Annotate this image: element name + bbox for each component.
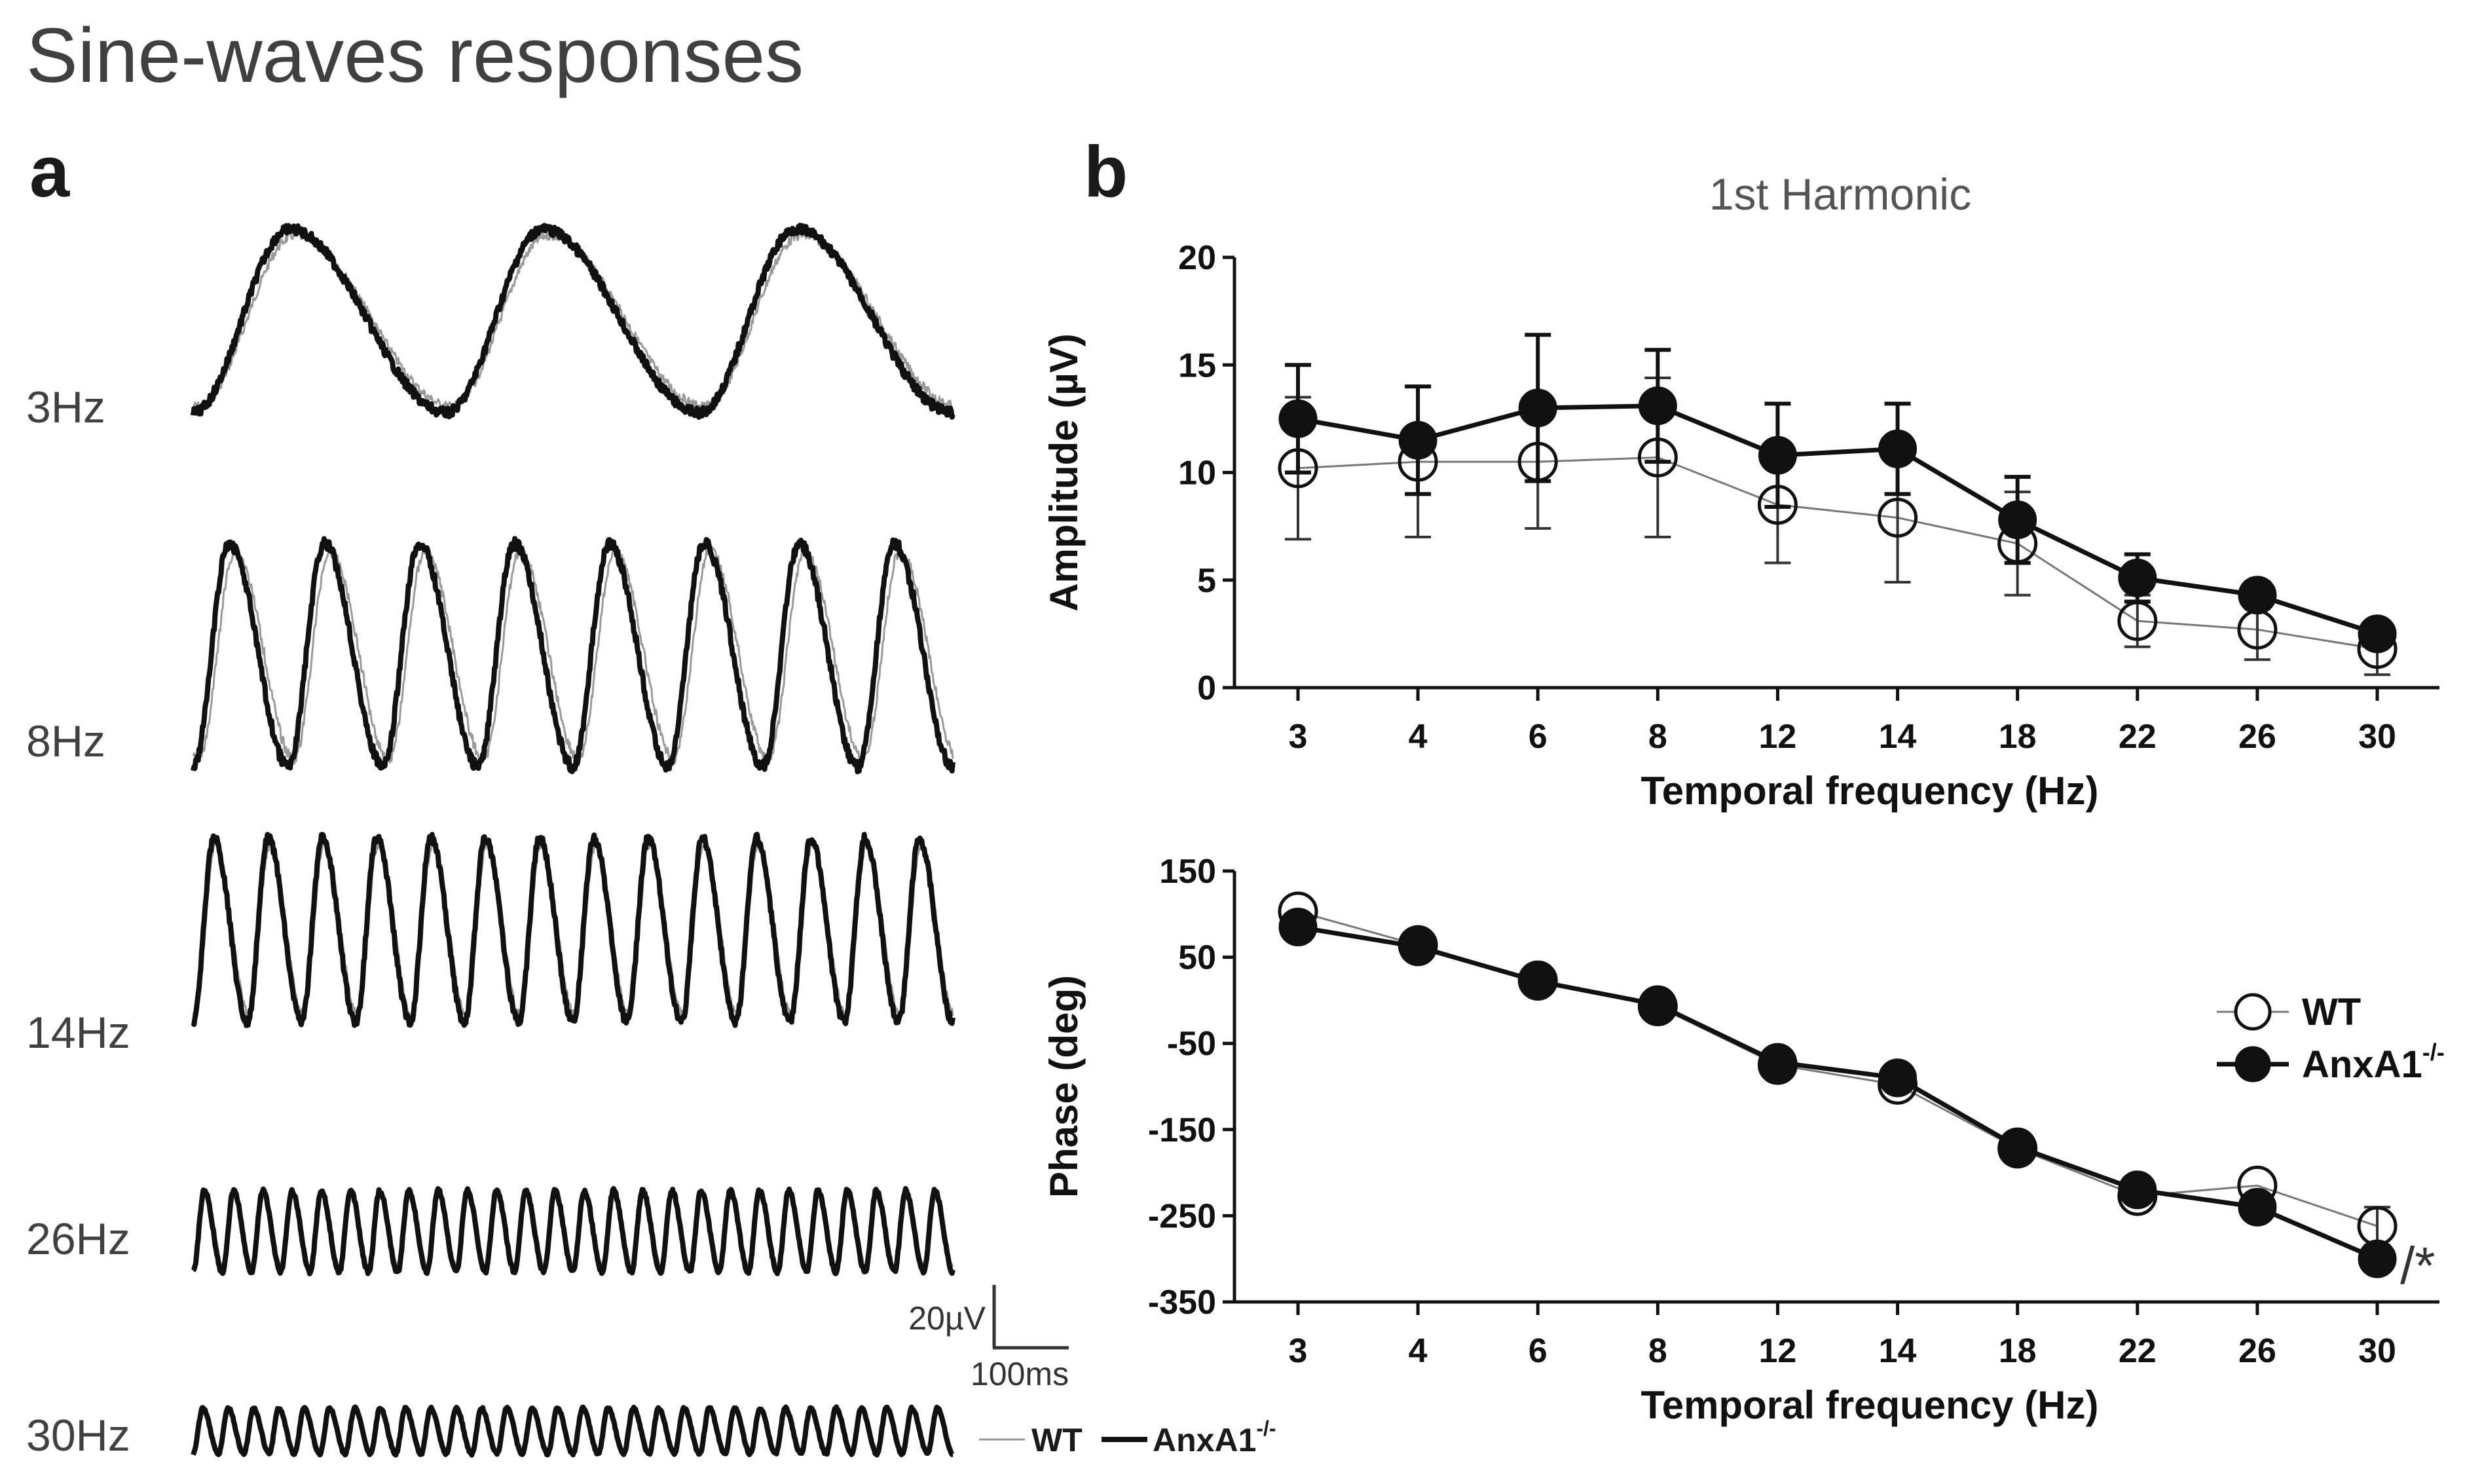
y-tick-label: 0 — [1197, 669, 1216, 707]
legend-ko-marker — [2234, 1046, 2271, 1083]
trace-label-3hz: 3Hz — [26, 382, 105, 432]
x-tick-label: 30 — [2358, 718, 2396, 756]
x-axis-label: Temporal frequency (Hz) — [1641, 769, 2099, 813]
data-point-ko — [2238, 576, 2277, 615]
x-tick-label: 8 — [1648, 718, 1667, 756]
figure-title: Sine-waves responses — [26, 12, 804, 99]
x-tick-label: 12 — [1759, 1332, 1797, 1370]
x-tick-label: 30 — [2358, 1332, 2396, 1370]
y-tick-label: -50 — [1167, 1025, 1216, 1063]
data-point-ko — [1878, 429, 1918, 468]
data-point-ko — [2118, 1170, 2157, 1210]
traces-legend: WT AnxA1-/- — [979, 1417, 1276, 1458]
x-tick-label: 26 — [2238, 718, 2276, 756]
trace-3hz-ko — [191, 223, 955, 420]
x-tick-label: 12 — [1759, 718, 1797, 756]
y-tick-label: 15 — [1178, 346, 1216, 384]
panel-b-subtitle: 1st Harmonic — [1709, 170, 1972, 219]
data-point-ko — [1878, 1058, 1918, 1098]
data-point-ko — [2358, 1239, 2397, 1278]
data-point-ko — [1758, 1043, 1797, 1082]
x-tick-label: 6 — [1529, 718, 1548, 756]
legend-ko-label: AnxA1-/- — [2302, 1039, 2445, 1086]
x-tick-label: 8 — [1648, 1332, 1667, 1370]
series-line-wt — [1297, 456, 2378, 650]
data-point-ko — [1398, 927, 1437, 967]
x-tick-label: 3 — [1289, 1332, 1308, 1370]
x-tick-label: 22 — [2119, 718, 2157, 756]
x-tick-label: 14 — [1879, 718, 1917, 756]
data-point-ko — [1398, 420, 1437, 460]
y-tick-label: 150 — [1159, 853, 1216, 891]
y-tick-label: 10 — [1178, 454, 1216, 492]
legend-ko-label: AnxA1-/- — [1153, 1417, 1276, 1458]
x-tick-label: 4 — [1409, 718, 1428, 756]
series-line-ko — [1297, 925, 2379, 1261]
trace-26hz-ko — [191, 1186, 955, 1276]
x-tick-label: 22 — [2119, 1332, 2157, 1370]
legend-wt-label: WT — [1031, 1422, 1083, 1458]
scale-bar-time: 100ms — [971, 1356, 1069, 1392]
x-tick-label: 6 — [1529, 1332, 1548, 1370]
trace-14hz-ko — [191, 832, 955, 1028]
x-tick-label: 14 — [1879, 1332, 1917, 1370]
data-point-ko — [1638, 386, 1677, 426]
data-point-ko — [1518, 961, 1557, 1001]
y-axis-label: Amplitude (µV) — [1042, 333, 1086, 612]
scale-bar: 20µV 100ms — [908, 1285, 1069, 1392]
data-point-ko — [1518, 388, 1557, 428]
panel-b-label: b — [1084, 132, 1128, 212]
data-point-ko — [2238, 1187, 2277, 1227]
y-tick-label: -350 — [1148, 1284, 1216, 1322]
data-point-ko — [1998, 500, 2037, 540]
trace-8hz-ko — [191, 536, 955, 775]
trace-8hz-wt — [192, 545, 954, 765]
significance-annotation: /* — [2400, 1236, 2435, 1295]
trace-label-30hz: 30Hz — [26, 1411, 130, 1460]
y-tick-label: 50 — [1178, 939, 1216, 977]
trace-label-14hz: 14Hz — [26, 1008, 130, 1058]
data-point-ko — [2118, 558, 2157, 597]
x-tick-label: 3 — [1289, 718, 1308, 756]
y-tick-label: 20 — [1178, 239, 1216, 277]
x-tick-label: 18 — [1999, 718, 2037, 756]
x-axis-label: Temporal frequency (Hz) — [1641, 1383, 2099, 1427]
data-point-ko — [1758, 436, 1797, 475]
scale-bar-voltage: 20µV — [908, 1300, 986, 1337]
data-point-ko — [1998, 1127, 2037, 1166]
y-tick-label: -150 — [1148, 1111, 1216, 1149]
amplitude-chart: 0 5 10 15 20 3 4 6 8 12 14 18 22 26 30 Temporal frequen… — [1042, 239, 2439, 813]
panel-a-label: a — [29, 132, 70, 212]
series-line-ko — [1297, 403, 2379, 637]
y-axis-label: Phase (deg) — [1042, 975, 1086, 1198]
phase-chart: 150 50 -50 -150 -250 -350 3 4 6 8 12 14 18 22 26 30 Temp… — [1042, 853, 2445, 1427]
data-point-ko — [1278, 399, 1318, 438]
data-point-ko — [1638, 985, 1677, 1024]
y-tick-label: 5 — [1197, 562, 1216, 600]
legend-wt-marker — [2234, 993, 2272, 1031]
x-tick-label: 18 — [1999, 1332, 2037, 1370]
trace-label-26hz: 26Hz — [26, 1214, 130, 1264]
trace-30hz-ko — [191, 1404, 955, 1458]
legend-wt-label: WT — [2302, 991, 2361, 1033]
x-tick-label: 4 — [1409, 1332, 1428, 1370]
x-tick-label: 26 — [2238, 1332, 2276, 1370]
data-point-ko — [1278, 908, 1318, 947]
trace-label-8hz: 8Hz — [26, 716, 105, 766]
y-tick-label: -250 — [1148, 1197, 1216, 1235]
data-point-ko — [2358, 614, 2397, 654]
data-point-wt — [1878, 497, 1918, 538]
traces-panel — [191, 223, 955, 1458]
